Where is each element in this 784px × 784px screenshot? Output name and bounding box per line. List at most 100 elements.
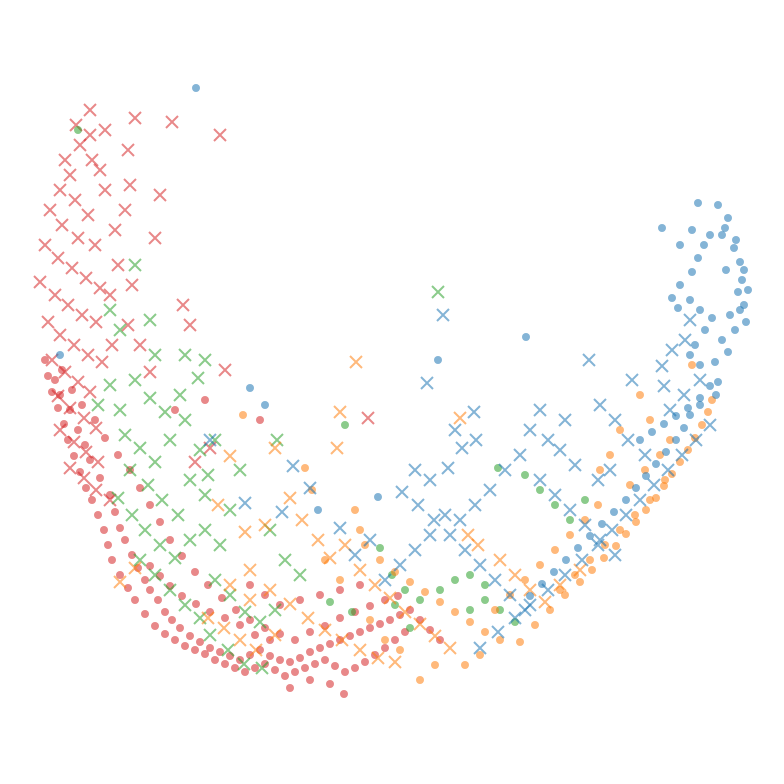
data-point-dot — [688, 268, 696, 276]
data-point-x — [81, 208, 95, 222]
data-point-x — [468, 498, 482, 512]
data-point-dot — [326, 640, 334, 648]
data-point-dot — [116, 524, 124, 532]
data-point-dot — [66, 406, 74, 414]
data-point-dot — [606, 451, 614, 459]
data-point-dot — [391, 568, 399, 576]
data-point-dot — [56, 351, 64, 359]
data-point-x — [249, 643, 263, 657]
data-point-x — [436, 308, 450, 322]
data-point-x — [38, 238, 52, 252]
data-point-dot — [731, 326, 739, 334]
data-point-dot — [131, 596, 139, 604]
data-point-x — [218, 363, 232, 377]
data-point-x — [51, 389, 65, 403]
data-point-x — [105, 338, 119, 352]
data-point-dot — [481, 596, 489, 604]
data-point-dot — [576, 578, 584, 586]
data-point-x — [148, 455, 162, 469]
data-point-dot — [44, 372, 52, 380]
data-point-dot — [586, 556, 594, 564]
data-point-x — [578, 518, 592, 532]
data-point-dot — [156, 518, 164, 526]
data-point-x — [553, 443, 567, 457]
data-point-x — [278, 553, 292, 567]
data-point-dot — [341, 668, 349, 676]
data-point-dot — [340, 690, 348, 698]
data-point-dot — [536, 561, 544, 569]
data-point-x — [148, 348, 162, 362]
data-point-dot — [48, 388, 56, 396]
data-point-dot — [461, 661, 469, 669]
data-point-x — [441, 461, 455, 475]
data-point-dot — [688, 226, 696, 234]
data-point-x — [208, 433, 222, 447]
data-point-x — [431, 285, 445, 299]
data-point-dot — [336, 614, 344, 622]
plot-marks — [33, 84, 752, 698]
data-point-dot — [191, 646, 199, 654]
data-point-dot — [686, 296, 694, 304]
data-point-dot — [658, 224, 666, 232]
data-point-x — [513, 448, 527, 462]
data-point-x — [335, 633, 349, 647]
data-point-x — [53, 328, 67, 342]
data-point-dot — [221, 614, 229, 622]
data-point-dot — [434, 356, 442, 364]
data-point-x — [483, 483, 497, 497]
data-point-dot — [551, 501, 559, 509]
data-point-dot — [341, 421, 349, 429]
data-point-dot — [74, 126, 82, 134]
data-point-x — [113, 323, 127, 337]
data-point-x — [33, 275, 47, 289]
data-point-dot — [70, 452, 78, 460]
data-point-dot — [481, 581, 489, 589]
data-point-dot — [742, 318, 750, 326]
data-point-dot — [96, 474, 104, 482]
data-point-x — [538, 595, 552, 609]
data-point-dot — [642, 506, 650, 514]
data-point-x — [361, 411, 375, 425]
data-point-x — [541, 433, 555, 447]
data-point-x — [703, 418, 717, 432]
data-point-x — [45, 353, 59, 367]
data-point-dot — [646, 496, 654, 504]
data-point-dot — [696, 306, 704, 314]
data-point-dot — [724, 214, 732, 222]
data-point-x — [238, 605, 252, 619]
data-point-x — [605, 523, 619, 537]
data-point-x — [638, 448, 652, 462]
data-point-x — [438, 508, 452, 522]
data-point-dot — [68, 386, 76, 394]
data-point-dot — [451, 576, 459, 584]
data-point-dot — [394, 592, 402, 600]
data-point-dot — [396, 646, 404, 654]
data-point-dot — [361, 658, 369, 666]
data-point-dot — [708, 314, 716, 322]
data-point-dot — [416, 676, 424, 684]
data-point-dot — [336, 636, 344, 644]
data-point-x — [43, 203, 57, 217]
data-point-dot — [676, 241, 684, 249]
data-point-dot — [594, 501, 602, 509]
series-3 — [74, 126, 589, 632]
data-point-x — [428, 629, 442, 643]
data-point-x — [268, 628, 282, 642]
data-point-dot — [660, 420, 668, 428]
data-point-x — [378, 573, 392, 587]
data-point-dot — [232, 606, 240, 614]
data-point-dot — [550, 568, 558, 576]
data-point-dot — [646, 416, 654, 424]
data-point-x — [113, 575, 127, 589]
data-point-dot — [94, 511, 102, 519]
data-point-dot — [431, 661, 439, 669]
data-point-dot — [141, 610, 149, 618]
data-point-dot — [641, 466, 649, 474]
data-point-x — [153, 188, 167, 202]
data-point-dot — [101, 434, 109, 442]
data-point-x — [253, 615, 267, 629]
data-point-dot — [192, 600, 200, 608]
data-point-dot — [124, 584, 132, 592]
data-point-dot — [722, 266, 730, 274]
data-point-x — [621, 433, 635, 447]
